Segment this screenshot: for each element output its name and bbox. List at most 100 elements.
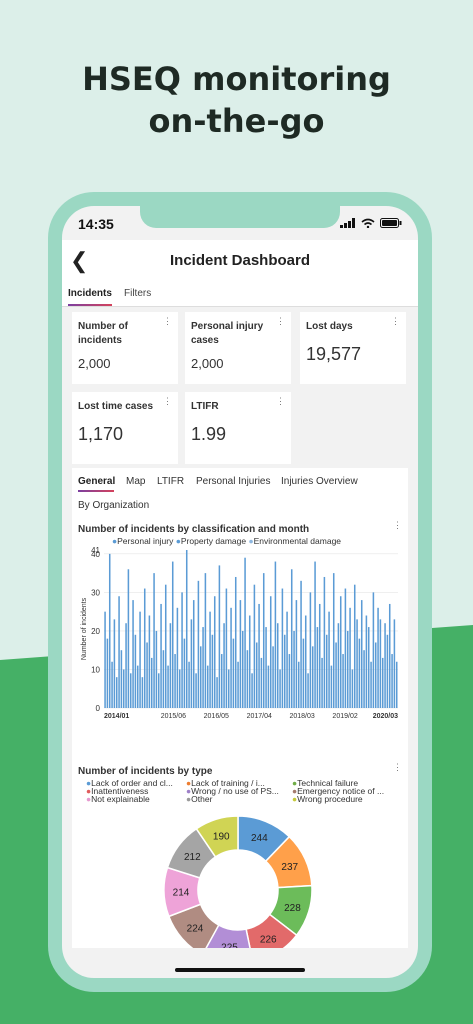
more-options-icon[interactable]: ⋮ — [393, 762, 402, 772]
more-options-icon[interactable]: ⋮ — [391, 316, 400, 326]
bar — [157, 673, 160, 708]
legend-label: Wrong procedure — [297, 794, 363, 804]
bar — [192, 600, 195, 708]
bar-chart-title: Number of incidents by classification an… — [78, 524, 310, 535]
legend-dot: ● — [186, 778, 192, 788]
bar — [309, 592, 312, 708]
bar — [155, 630, 158, 708]
bar — [321, 657, 323, 708]
slice-value-label: 225 — [221, 942, 238, 948]
bar — [174, 654, 176, 708]
bar — [302, 638, 305, 708]
legend-dot: ● — [186, 794, 192, 804]
headline-line1: HSEQ monitoring — [82, 60, 391, 98]
donut-slice — [205, 924, 251, 948]
bar — [314, 561, 316, 708]
home-indicator[interactable] — [175, 968, 305, 972]
bar — [351, 669, 354, 708]
more-options-icon[interactable]: ⋮ — [163, 316, 172, 326]
bar — [143, 588, 146, 708]
bar — [213, 596, 216, 708]
slice-value-label: 226 — [260, 934, 277, 945]
more-options-icon[interactable]: ⋮ — [276, 316, 285, 326]
bar — [258, 603, 260, 708]
bar — [125, 623, 127, 708]
bar — [162, 650, 165, 708]
tab-bar: Incidents Filters — [62, 284, 418, 307]
nav-bar: ❮ Incident Dashboard — [62, 240, 418, 284]
kpi-card-lost-days[interactable]: Lost days 19,577 ⋮ — [300, 312, 406, 384]
legend-label: Wrong / no use of PS... — [191, 786, 279, 796]
tab-incidents[interactable]: Incidents — [68, 288, 112, 299]
legend-dot: ● — [292, 794, 298, 804]
bar — [216, 677, 218, 708]
x-tick-label: 2014/01 — [104, 713, 129, 720]
bar — [148, 615, 151, 708]
kpi-label: LTIFR — [191, 401, 219, 412]
bar — [150, 657, 153, 708]
x-tick-label: 2018/03 — [289, 713, 314, 720]
headline-line2: on-the-go — [148, 102, 325, 140]
bar — [234, 576, 237, 708]
tab-injuries-overview[interactable]: Injuries Overview — [281, 476, 358, 487]
bar — [120, 650, 123, 708]
tab-filters[interactable]: Filters — [124, 288, 152, 299]
bar — [330, 665, 333, 708]
tab-general[interactable]: General — [78, 476, 116, 487]
bar — [248, 615, 251, 708]
x-tick-label: 2017/04 — [247, 713, 272, 720]
bar — [230, 607, 232, 708]
bar — [195, 673, 197, 708]
slice-value-label: 190 — [213, 832, 230, 843]
kpi-card-personal-injury-cases[interactable]: Personal injury cases 2,000 ⋮ — [185, 312, 291, 384]
bar — [246, 650, 249, 708]
back-chevron-icon[interactable]: ❮ — [70, 248, 89, 273]
y-tick-label: 10 — [91, 665, 100, 674]
tab-by-organization[interactable]: By Organization — [78, 500, 150, 511]
bar — [185, 550, 188, 708]
bar — [318, 603, 321, 708]
bar — [106, 638, 109, 708]
legend-personal-injury: Personal injury — [117, 536, 174, 546]
bar — [346, 630, 349, 708]
x-tick-label: 2019/02 — [332, 713, 357, 720]
bar — [391, 654, 393, 708]
legend-dot: ● — [86, 786, 92, 796]
bar — [111, 661, 113, 708]
tab-map[interactable]: Map — [126, 476, 146, 487]
bar — [276, 623, 279, 708]
bar — [386, 634, 389, 708]
kpi-label: Lost time cases — [78, 401, 154, 412]
kpi-value: 1,170 — [78, 424, 124, 444]
tab-personal-injuries[interactable]: Personal Injuries — [196, 476, 271, 487]
slice-value-label: 212 — [184, 852, 201, 863]
more-options-icon[interactable]: ⋮ — [276, 396, 285, 406]
panel-tab-underline — [78, 490, 114, 492]
kpi-card-number-of-incidents[interactable]: Number of incidents 2,000 ⋮ — [72, 312, 178, 384]
pie-legend-item: ●Inattentiveness — [86, 786, 148, 796]
bar — [274, 561, 277, 708]
more-options-icon[interactable]: ⋮ — [163, 396, 172, 406]
bar — [122, 669, 125, 708]
pie-legend-item: ●Emergency notice of ... — [292, 786, 384, 796]
bar — [344, 588, 347, 708]
bar — [232, 638, 235, 708]
y-tick-label: 20 — [91, 627, 100, 636]
kpi-card-ltifr[interactable]: LTIFR 1.99 ⋮ — [185, 392, 291, 464]
y-axis-label: Number of incidents — [81, 597, 88, 660]
bar — [300, 580, 302, 708]
legend-dot: ● — [186, 786, 192, 796]
bar — [290, 569, 293, 708]
more-options-icon[interactable]: ⋮ — [393, 520, 402, 530]
bar — [395, 661, 398, 708]
tab-ltifr[interactable]: LTIFR — [157, 476, 185, 487]
bar — [218, 565, 221, 708]
bar — [356, 619, 358, 708]
legend-dot: ● — [292, 778, 298, 788]
bar — [104, 611, 106, 708]
bar — [146, 642, 148, 708]
kpi-card-lost-time-cases[interactable]: Lost time cases 1,170 ⋮ — [72, 392, 178, 464]
pie-chart: 244 237 228 226 225 224 214 212 190 — [163, 815, 313, 948]
bar — [190, 619, 193, 708]
bar — [241, 630, 244, 708]
